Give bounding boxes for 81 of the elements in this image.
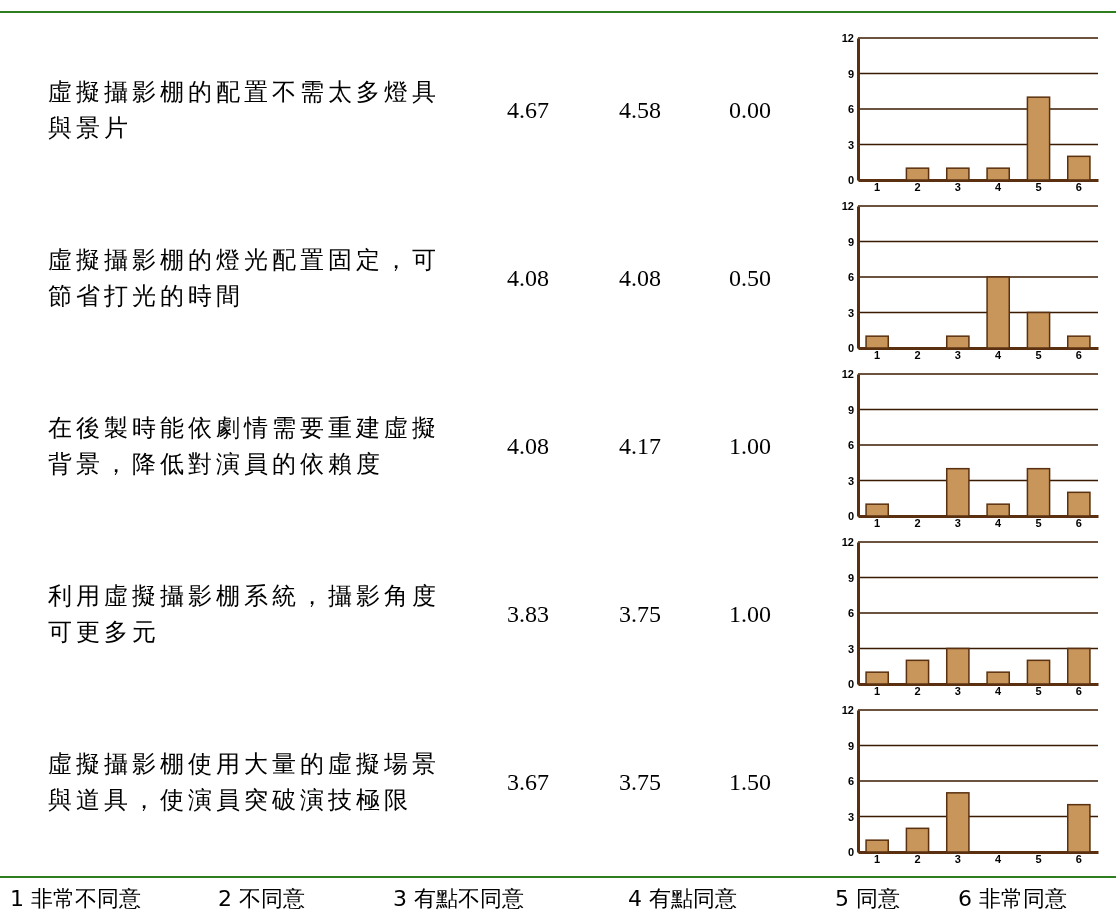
text: 6 非常同意: [958, 886, 1067, 911]
y-tick-label: 3: [847, 642, 854, 655]
text: 4.08: [507, 433, 549, 459]
x-tick-label: 5: [1035, 684, 1042, 697]
text: 3 有點不同意: [393, 886, 524, 911]
y-tick-label: 12: [841, 200, 854, 213]
text: 1.50: [729, 769, 771, 795]
x-tick-label: 6: [1075, 180, 1082, 193]
x-tick-label: 5: [1035, 180, 1042, 193]
y-axis-title: 利用虛擬攝影棚系統，攝影角度可更多元: [48, 582, 440, 646]
x-tick-label: 4: [995, 180, 1003, 193]
text: 1.00: [729, 433, 771, 459]
y-tick-label: 0: [847, 846, 854, 859]
y-tick-label: 6: [847, 439, 854, 452]
y-tick-label: 0: [847, 174, 854, 187]
y-tick-label: 12: [841, 368, 854, 381]
x-tick-label: 3: [954, 684, 961, 697]
y-tick-label: 9: [847, 235, 854, 248]
x-tick-label: 4: [995, 852, 1003, 865]
y-tick-label: 12: [841, 704, 854, 717]
y-axis-title: 虛擬攝影棚的燈光配置固定，可節省打光的時間: [48, 246, 440, 310]
x-tick-label: 1: [874, 180, 881, 193]
text: 3.75: [619, 769, 661, 795]
x-tick-label: 6: [1075, 684, 1082, 697]
y-axis-title: 虛擬攝影棚的配置不需太多燈具與景片: [48, 78, 440, 142]
text: 4.58: [619, 97, 661, 123]
x-tick-label: 1: [874, 852, 881, 865]
x-tick-label: 6: [1075, 516, 1082, 529]
x-tick-label: 1: [874, 348, 881, 361]
text: 4.17: [619, 433, 661, 459]
y-tick-label: 3: [847, 306, 854, 319]
y-tick-label: 12: [841, 32, 854, 45]
y-tick-label: 6: [847, 271, 854, 284]
x-tick-label: 2: [914, 180, 921, 193]
x-tick-label: 3: [954, 516, 961, 529]
text: 0.00: [729, 97, 771, 123]
text: 3.67: [507, 769, 549, 795]
y-tick-label: 0: [847, 678, 854, 691]
y-tick-label: 6: [847, 103, 854, 116]
x-tick-label: 3: [954, 852, 961, 865]
x-tick-label: 6: [1075, 852, 1082, 865]
x-tick-label: 2: [914, 348, 921, 361]
y-tick-label: 9: [847, 403, 854, 416]
x-tick-label: 6: [1075, 348, 1082, 361]
y-tick-label: 6: [847, 607, 854, 620]
text: 4.08: [507, 265, 549, 291]
y-tick-label: 0: [847, 510, 854, 523]
text: 3.75: [619, 601, 661, 627]
y-tick-label: 3: [847, 138, 854, 151]
text: 4 有點同意: [628, 886, 737, 911]
x-tick-label: 4: [995, 684, 1003, 697]
text: 1.00: [729, 601, 771, 627]
y-tick-label: 3: [847, 474, 854, 487]
y-tick-label: 6: [847, 775, 854, 788]
x-tick-label: 3: [954, 180, 961, 193]
text: 3.83: [507, 601, 549, 627]
text: 4.08: [619, 265, 661, 291]
x-tick-label: 5: [1035, 516, 1042, 529]
text: 4.67: [507, 97, 549, 123]
x-tick-label: 1: [874, 684, 881, 697]
text: 5 同意: [835, 886, 900, 911]
x-tick-label: 2: [914, 684, 921, 697]
x-tick-label: 5: [1035, 348, 1042, 361]
y-tick-label: 0: [847, 342, 854, 355]
text: 1 非常不同意: [10, 886, 141, 911]
x-tick-label: 1: [874, 516, 881, 529]
y-axis-title: 虛擬攝影棚使用大量的虛擬場景與道具，使演員突破演技極限: [48, 750, 440, 814]
x-tick-label: 2: [914, 516, 921, 529]
y-tick-label: 12: [841, 536, 854, 549]
x-tick-label: 3: [954, 348, 961, 361]
x-tick-label: 4: [995, 348, 1003, 361]
y-tick-label: 9: [847, 571, 854, 584]
x-tick-label: 2: [914, 852, 921, 865]
x-tick-label: 4: [995, 516, 1003, 529]
y-tick-label: 9: [847, 739, 854, 752]
x-tick-label: 5: [1035, 852, 1042, 865]
y-tick-label: 9: [847, 67, 854, 80]
text: 2 不同意: [218, 886, 305, 911]
y-tick-label: 3: [847, 810, 854, 823]
text: 0.50: [729, 265, 771, 291]
y-axis-title: 在後製時能依劇情需要重建虛擬背景，降低對演員的依賴度: [48, 414, 440, 478]
